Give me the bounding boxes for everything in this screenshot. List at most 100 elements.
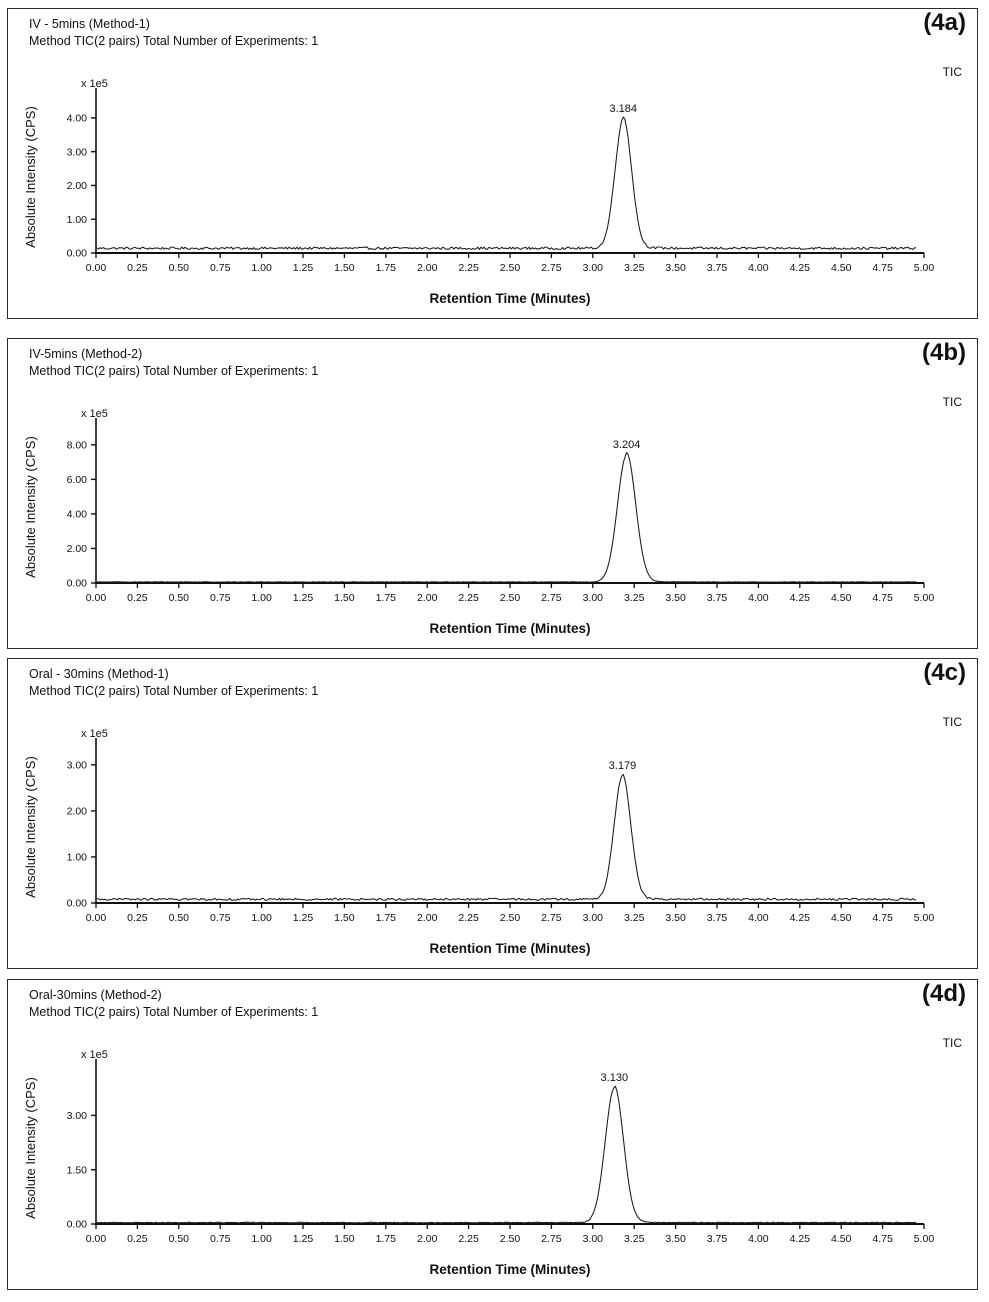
x-tick-label: 0.00 xyxy=(86,912,107,924)
x-tick-label: 0.50 xyxy=(169,592,190,604)
y-tick-label: 2.00 xyxy=(67,180,88,192)
method-subtitle: Method TIC(2 pairs) Total Number of Expe… xyxy=(29,363,319,378)
x-tick-label: 0.75 xyxy=(210,912,231,924)
panel-header: Oral-30mins (Method-2) Method TIC(2 pair… xyxy=(29,987,318,1020)
x-tick-label: 1.75 xyxy=(376,912,397,924)
y-tick-label: 1.00 xyxy=(67,852,88,864)
x-tick-label: 1.75 xyxy=(376,1233,397,1245)
trace-type-label: TIC xyxy=(942,395,962,409)
x-tick-label: 5.00 xyxy=(914,592,935,604)
chromatogram-panel-4a: IV - 5mins (Method-1) Method TIC(2 pairs… xyxy=(7,8,978,319)
y-tick-label: 1.50 xyxy=(67,1164,88,1176)
y-tick-label: 2.00 xyxy=(67,805,88,817)
y-tick-label: 0.00 xyxy=(67,248,88,260)
chromatogram-panel-4c: Oral - 30mins (Method-1) Method TIC(2 pa… xyxy=(7,658,978,969)
x-tick-label: 1.75 xyxy=(376,592,397,604)
x-tick-label: 5.00 xyxy=(914,262,935,274)
x-tick-label: 2.25 xyxy=(458,912,479,924)
x-tick-label: 3.00 xyxy=(583,912,604,924)
x-tick-label: 0.25 xyxy=(127,592,148,604)
x-tick-label: 4.75 xyxy=(872,912,893,924)
x-tick-label: 2.00 xyxy=(417,912,438,924)
x-tick-label: 0.50 xyxy=(169,262,190,274)
x-tick-label: 2.50 xyxy=(500,912,521,924)
x-tick-label: 1.50 xyxy=(334,592,355,604)
x-tick-label: 1.50 xyxy=(334,1233,355,1245)
x-tick-label: 3.75 xyxy=(707,262,728,274)
x-tick-label: 0.75 xyxy=(210,1233,231,1245)
sample-title: Oral - 30mins (Method-1) xyxy=(29,667,169,681)
y-tick-label: 0.00 xyxy=(67,1219,88,1231)
y-axis-multiplier: x 1e5 xyxy=(81,78,108,90)
x-tick-label: 2.00 xyxy=(417,262,438,274)
x-tick-label: 0.50 xyxy=(169,912,190,924)
panel-header: IV-5mins (Method-2) Method TIC(2 pairs) … xyxy=(29,346,318,379)
y-tick-label: 0.00 xyxy=(67,898,88,910)
x-tick-label: 0.00 xyxy=(86,592,107,604)
x-tick-label: 1.75 xyxy=(376,262,397,274)
peak-time-annotation: 3.130 xyxy=(601,1072,629,1084)
x-axis-title: Retention Time (Minutes) xyxy=(429,1262,591,1277)
x-tick-label: 4.50 xyxy=(831,912,852,924)
x-tick-label: 4.00 xyxy=(748,262,769,274)
figure-label: (4b) xyxy=(922,339,966,366)
x-tick-label: 4.50 xyxy=(831,262,852,274)
x-tick-label: 4.25 xyxy=(790,262,811,274)
x-tick-label: 0.00 xyxy=(86,1233,107,1245)
x-tick-label: 3.00 xyxy=(583,592,604,604)
x-tick-label: 1.00 xyxy=(251,912,272,924)
tic-trace xyxy=(96,452,917,583)
x-tick-label: 3.25 xyxy=(624,592,645,604)
x-tick-label: 2.50 xyxy=(500,1233,521,1245)
figure-label: (4a) xyxy=(923,9,966,36)
x-tick-label: 4.00 xyxy=(748,592,769,604)
x-tick-label: 1.50 xyxy=(334,912,355,924)
trace-type-label: TIC xyxy=(942,715,962,729)
x-tick-label: 2.75 xyxy=(541,262,562,274)
x-tick-label: 3.50 xyxy=(665,1233,686,1245)
y-tick-label: 8.00 xyxy=(67,439,88,451)
x-axis-title: Retention Time (Minutes) xyxy=(429,291,591,306)
x-axis-title: Retention Time (Minutes) xyxy=(429,621,591,636)
x-tick-label: 3.50 xyxy=(665,912,686,924)
x-tick-label: 4.75 xyxy=(872,262,893,274)
chromatogram-plot: 0.00 1.50 3.00 0.00 0.25 0.50 0.75 1.00 1.25 1.50… xyxy=(67,1059,934,1245)
x-tick-label: 3.25 xyxy=(624,262,645,274)
x-tick-label: 2.00 xyxy=(417,592,438,604)
sample-title: Oral-30mins (Method-2) xyxy=(29,988,162,1002)
y-axis-multiplier: x 1e5 xyxy=(81,408,108,420)
y-tick-label: 3.00 xyxy=(67,1110,88,1122)
x-tick-label: 1.25 xyxy=(293,912,314,924)
x-tick-label: 2.25 xyxy=(458,592,479,604)
y-axis-multiplier: x 1e5 xyxy=(81,1049,108,1061)
x-tick-label: 0.25 xyxy=(127,1233,148,1245)
panel-header: Oral - 30mins (Method-1) Method TIC(2 pa… xyxy=(29,666,318,699)
x-tick-label: 2.50 xyxy=(500,592,521,604)
trace-type-label: TIC xyxy=(942,65,962,79)
x-tick-label: 4.00 xyxy=(748,1233,769,1245)
chromatogram-plot: 0.00 1.00 2.00 3.00 0.00 0.25 0.50 0.75 1.00 1.25… xyxy=(67,738,934,924)
x-tick-label: 1.25 xyxy=(293,1233,314,1245)
x-tick-label: 4.50 xyxy=(831,592,852,604)
x-tick-label: 0.75 xyxy=(210,592,231,604)
x-tick-label: 1.00 xyxy=(251,262,272,274)
method-subtitle: Method TIC(2 pairs) Total Number of Expe… xyxy=(29,1004,319,1019)
x-tick-label: 3.00 xyxy=(583,1233,604,1245)
y-tick-label: 3.00 xyxy=(67,146,88,158)
x-tick-label: 2.50 xyxy=(500,262,521,274)
x-tick-label: 3.75 xyxy=(707,1233,728,1245)
tic-trace xyxy=(96,773,917,901)
y-tick-label: 1.00 xyxy=(67,214,88,226)
x-tick-label: 4.50 xyxy=(831,1233,852,1245)
x-tick-label: 4.25 xyxy=(790,912,811,924)
chromatogram-plot: 0.00 1.00 2.00 3.00 4.00 0.00 0.25 0.50 0.75 1.00… xyxy=(67,88,935,274)
figure-label: (4c) xyxy=(923,659,966,686)
x-tick-label: 3.25 xyxy=(624,912,645,924)
x-tick-label: 1.25 xyxy=(293,592,314,604)
y-tick-label: 6.00 xyxy=(67,474,88,486)
x-tick-label: 1.50 xyxy=(334,262,355,274)
x-tick-label: 0.25 xyxy=(127,912,148,924)
x-tick-label: 2.00 xyxy=(417,1233,438,1245)
y-tick-label: 0.00 xyxy=(67,578,88,590)
x-tick-label: 4.00 xyxy=(748,912,769,924)
